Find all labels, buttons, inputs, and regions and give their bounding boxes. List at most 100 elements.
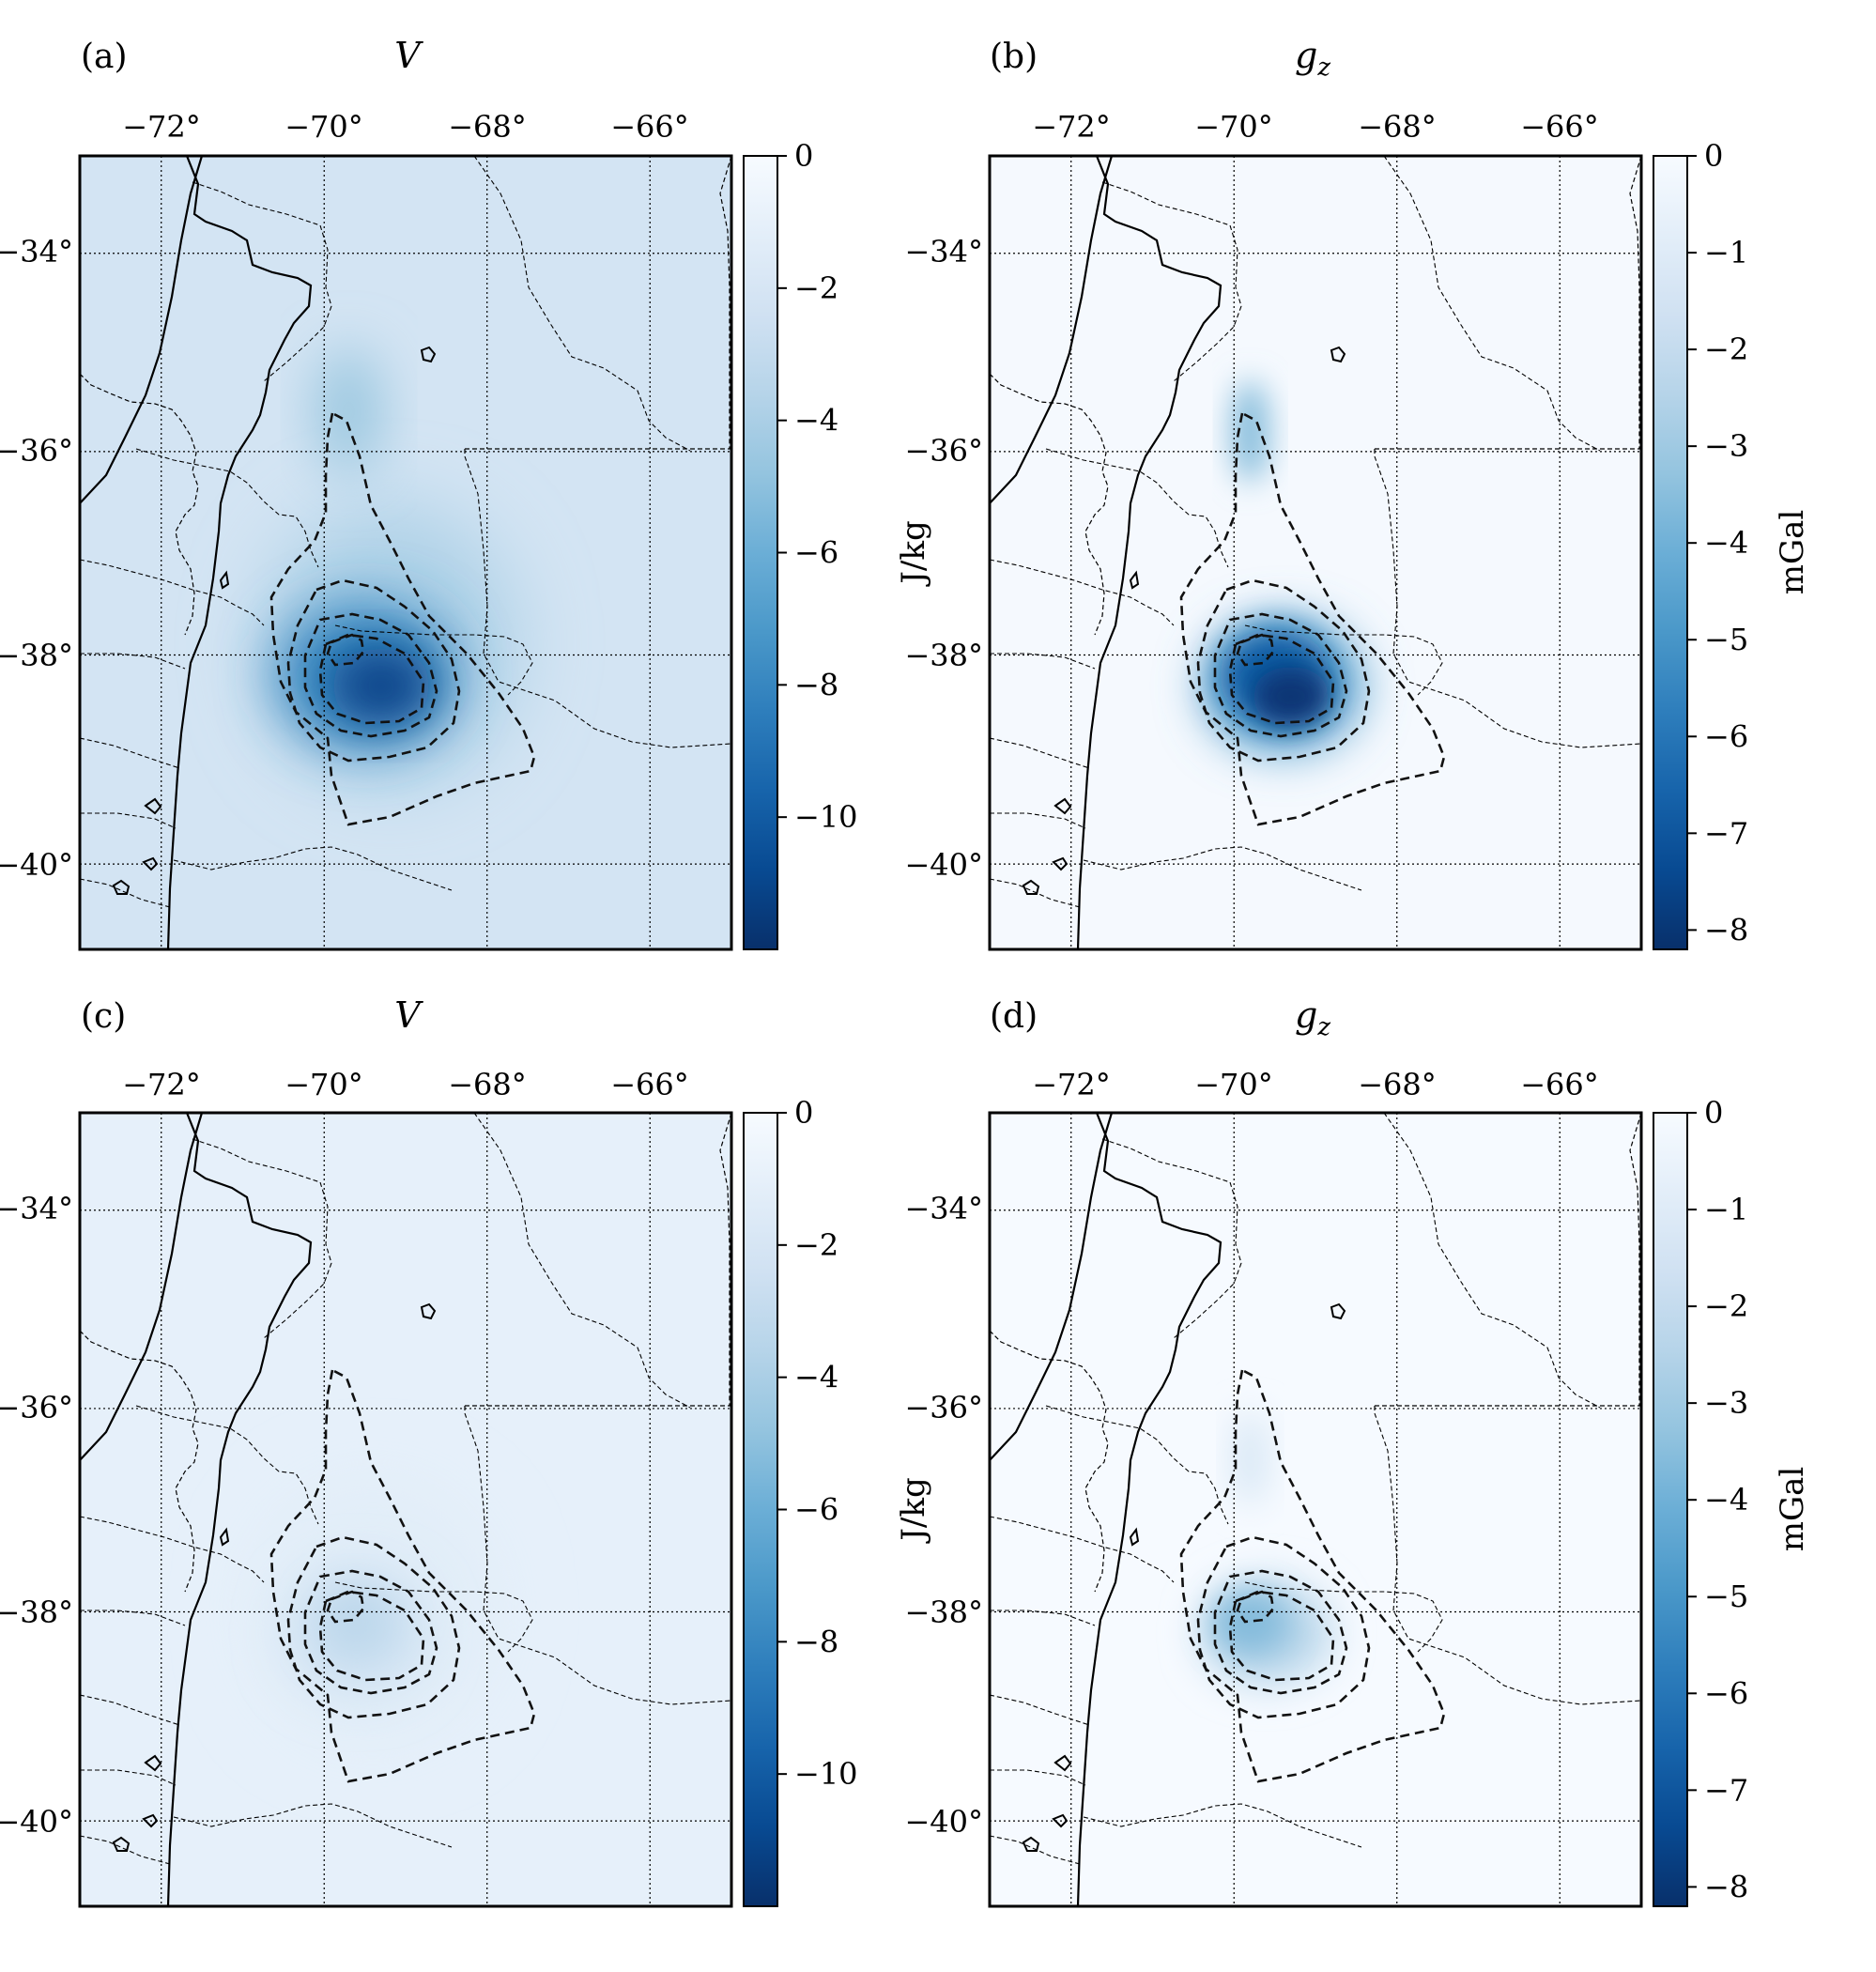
lake-outline-a-3 — [144, 797, 162, 815]
province-border-b-2 — [990, 559, 1175, 626]
contour-line-b-1 — [1196, 578, 1371, 763]
lake-outline-c-0 — [420, 1302, 437, 1320]
colorbar-tick-d-5: −5 — [1704, 1579, 1748, 1614]
anomaly-blob-b-3 — [1253, 666, 1330, 727]
contour-line-d-0 — [1179, 1368, 1446, 1783]
colorbar-gradient-d — [1653, 1112, 1688, 1907]
province-border-a-6 — [80, 878, 171, 908]
lon-tick-72-c: −72° — [122, 1067, 201, 1102]
colorbar-tick-a-2: −4 — [794, 403, 838, 439]
map-c — [78, 1111, 733, 1908]
panel-label-c: (c) — [81, 997, 126, 1036]
lon-tick-66-a: −66° — [610, 109, 689, 145]
colorbar-label-a: J/kg — [895, 520, 932, 586]
province-border-b-10 — [1244, 624, 1443, 696]
colorbar-label-c: J/kg — [895, 1477, 932, 1543]
colorbar-tick-d-3: −3 — [1704, 1385, 1748, 1421]
heatmap-background-b — [990, 156, 1641, 949]
lake-outline-d-2 — [1052, 1813, 1069, 1828]
lake-outline-b-1 — [1022, 879, 1040, 895]
province-border-a-8 — [473, 156, 691, 452]
lat-tick-34-b: −34° — [904, 234, 983, 270]
contour-line-a-3 — [318, 633, 425, 725]
contour-line-c-3 — [318, 1590, 425, 1682]
province-border-a-10 — [334, 624, 533, 696]
colorbar-tick-c-3: −6 — [794, 1492, 838, 1528]
province-border-c-7 — [173, 1803, 453, 1848]
province-border-a-0 — [192, 181, 332, 382]
colorbar-tick-d-7: −7 — [1704, 1772, 1748, 1808]
lon-tick-68-d: −68° — [1358, 1067, 1437, 1102]
anomaly-blob-b-0 — [1231, 380, 1269, 484]
colorbar-ticks-c: 0 −2 −4 −6 −8 −10 — [777, 1095, 858, 1792]
province-border-straight-c — [464, 1405, 731, 1413]
province-border-c-2 — [80, 1516, 265, 1583]
contour-line-c-4 — [326, 1590, 365, 1624]
lat-tick-36-b: −36° — [904, 433, 983, 469]
colorbar-tick-b-5: −5 — [1704, 622, 1748, 657]
lon-tick-72-d: −72° — [1032, 1067, 1111, 1102]
lat-tick-40-a: −40° — [0, 847, 73, 883]
lat-tick-38-d: −38° — [904, 1595, 983, 1630]
province-border-d-5 — [990, 1769, 1086, 1786]
coastline-a — [80, 156, 204, 504]
colorbar-ticks-b: 0 −1 −2 −3 −4 −5 −6 −7 −8 — [1687, 138, 1748, 947]
lat-tick-34-a: −34° — [0, 234, 73, 270]
lake-outline-c-1 — [112, 1836, 131, 1852]
province-border-c-4 — [80, 1694, 180, 1726]
contour-line-d-4 — [1236, 1590, 1275, 1624]
lon-tick-72-a: −72° — [122, 109, 201, 145]
map-frame-d — [988, 1111, 1643, 1908]
colorbar-tick-a-4: −8 — [794, 667, 838, 702]
province-border-a-4 — [80, 737, 180, 769]
map-frame-b — [988, 154, 1643, 951]
panel-label-a: (a) — [81, 38, 128, 76]
contour-line-b-3 — [1228, 633, 1335, 725]
colorbar-ticks-d: 0 −1 −2 −3 −4 −5 −6 −7 −8 — [1687, 1095, 1748, 1904]
province-border-d-8 — [1383, 1113, 1601, 1409]
province-border-straight-a — [464, 448, 731, 456]
anomaly-blob-c-2 — [318, 1588, 395, 1656]
colorbar-tick-c-4: −8 — [794, 1624, 838, 1659]
lake-outline-c-3 — [144, 1754, 162, 1772]
colorbar-gradient-a — [743, 155, 778, 950]
region-border-d — [990, 1330, 1109, 1593]
region-border-a — [80, 373, 199, 636]
lat-tick-36-c: −36° — [0, 1390, 73, 1425]
contour-line-c-1 — [286, 1535, 461, 1719]
map-geography-c — [80, 1113, 731, 1906]
panel-label-d: (d) — [990, 997, 1038, 1036]
colorbar-tick-c-2: −4 — [794, 1360, 838, 1395]
lon-tick-70-a: −70° — [284, 109, 363, 145]
panel-title-d: gz — [1295, 994, 1330, 1041]
province-border-b-5 — [990, 812, 1086, 829]
map-geography-d — [990, 1113, 1641, 1906]
colorbar-tick-b-7: −7 — [1704, 815, 1748, 851]
contour-line-a-1 — [286, 578, 461, 763]
colorbar-tick-a-0: 0 — [794, 138, 813, 174]
province-border-b-3 — [990, 653, 1096, 670]
province-border-d-2 — [990, 1516, 1175, 1583]
province-border-d-7 — [1083, 1803, 1362, 1848]
contour-line-d-1 — [1196, 1535, 1371, 1719]
lake-outline-b-0 — [1330, 346, 1346, 363]
province-border-b-0 — [1101, 181, 1242, 382]
colorbar-tick-a-1: −2 — [794, 270, 838, 306]
anomaly-blob-a-3 — [330, 647, 433, 725]
province-border-c-5 — [80, 1769, 177, 1786]
lake-outline-d-0 — [1330, 1302, 1346, 1320]
region-border-b — [990, 373, 1109, 636]
province-border-a-3 — [80, 653, 186, 670]
coastline-c — [80, 1113, 204, 1461]
international-border-b — [1076, 156, 1222, 949]
contour-line-b-0 — [1179, 411, 1446, 826]
province-border-c-0 — [192, 1138, 332, 1339]
province-border-d-1 — [1045, 1405, 1229, 1525]
coastline-d — [990, 1113, 1114, 1461]
longitude-ticks-b: −72° −70° −68° −66° — [1032, 109, 1599, 145]
province-border-d-9 — [1374, 1412, 1641, 1705]
east-border-b — [1629, 156, 1641, 449]
lon-tick-70-c: −70° — [284, 1067, 363, 1102]
colorbar-tick-d-1: −1 — [1704, 1192, 1748, 1227]
lat-tick-38-b: −38° — [904, 638, 983, 673]
